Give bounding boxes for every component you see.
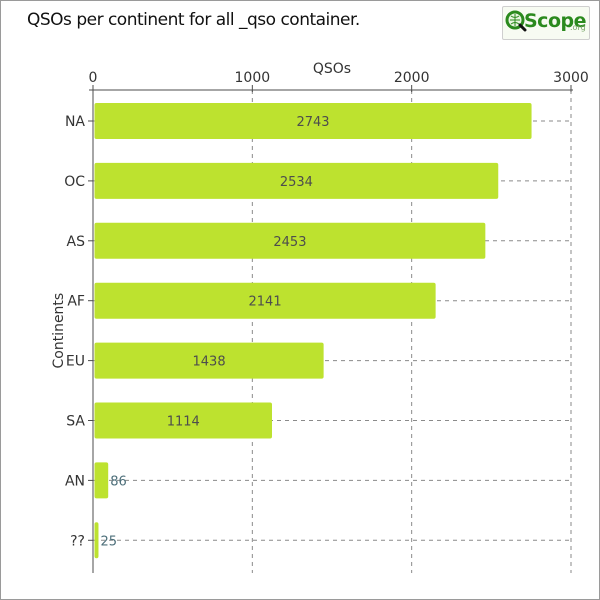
bar-value-label: 25 [100,534,117,549]
bar [94,222,486,259]
bar-value-label: 1438 [193,355,226,370]
bars: 2743 2534 2453 2141 1438 1114 86 25 [94,103,532,559]
chart-title: QSOs per continent for all _qso containe… [27,10,360,30]
category-label: AF [67,294,85,310]
category-label: ?? [70,533,85,549]
bar-value-label: 2534 [280,175,313,190]
category-label: OC [64,174,85,190]
x-tick-label: 0 [89,70,98,86]
x-tick-label: 3000 [553,70,589,86]
bar [94,282,436,319]
bar [94,402,272,439]
bar [94,462,109,499]
category-label: NA [65,114,85,130]
logo-text: Scope [524,10,587,32]
bar [94,342,324,379]
x-tick-label: 2000 [394,70,430,86]
category-label: SA [66,414,85,430]
category-label: EU [66,354,85,370]
qscope-logo: Scope .org [502,6,590,40]
bar [94,103,532,139]
bar-value-label: 86 [110,474,127,489]
bar-value-label: 2453 [273,235,306,250]
category-label: AS [67,234,86,250]
bar-value-label: 2141 [249,295,282,310]
category-label: AN [65,473,85,489]
logo-org: .org [570,23,586,32]
bar [94,162,499,199]
y-axis-label: Continents [51,293,67,369]
gridlines [93,90,572,573]
bar [94,522,99,559]
x-axis-label: QSOs [313,61,351,77]
x-tick-label: 1000 [235,70,271,86]
bar-value-label: 2743 [296,115,329,130]
bar-value-label: 1114 [167,415,200,430]
axes: 0 1000 2000 3000 NA OC AS AF EU SA AN?? [64,70,589,573]
globe-icon [505,10,527,32]
